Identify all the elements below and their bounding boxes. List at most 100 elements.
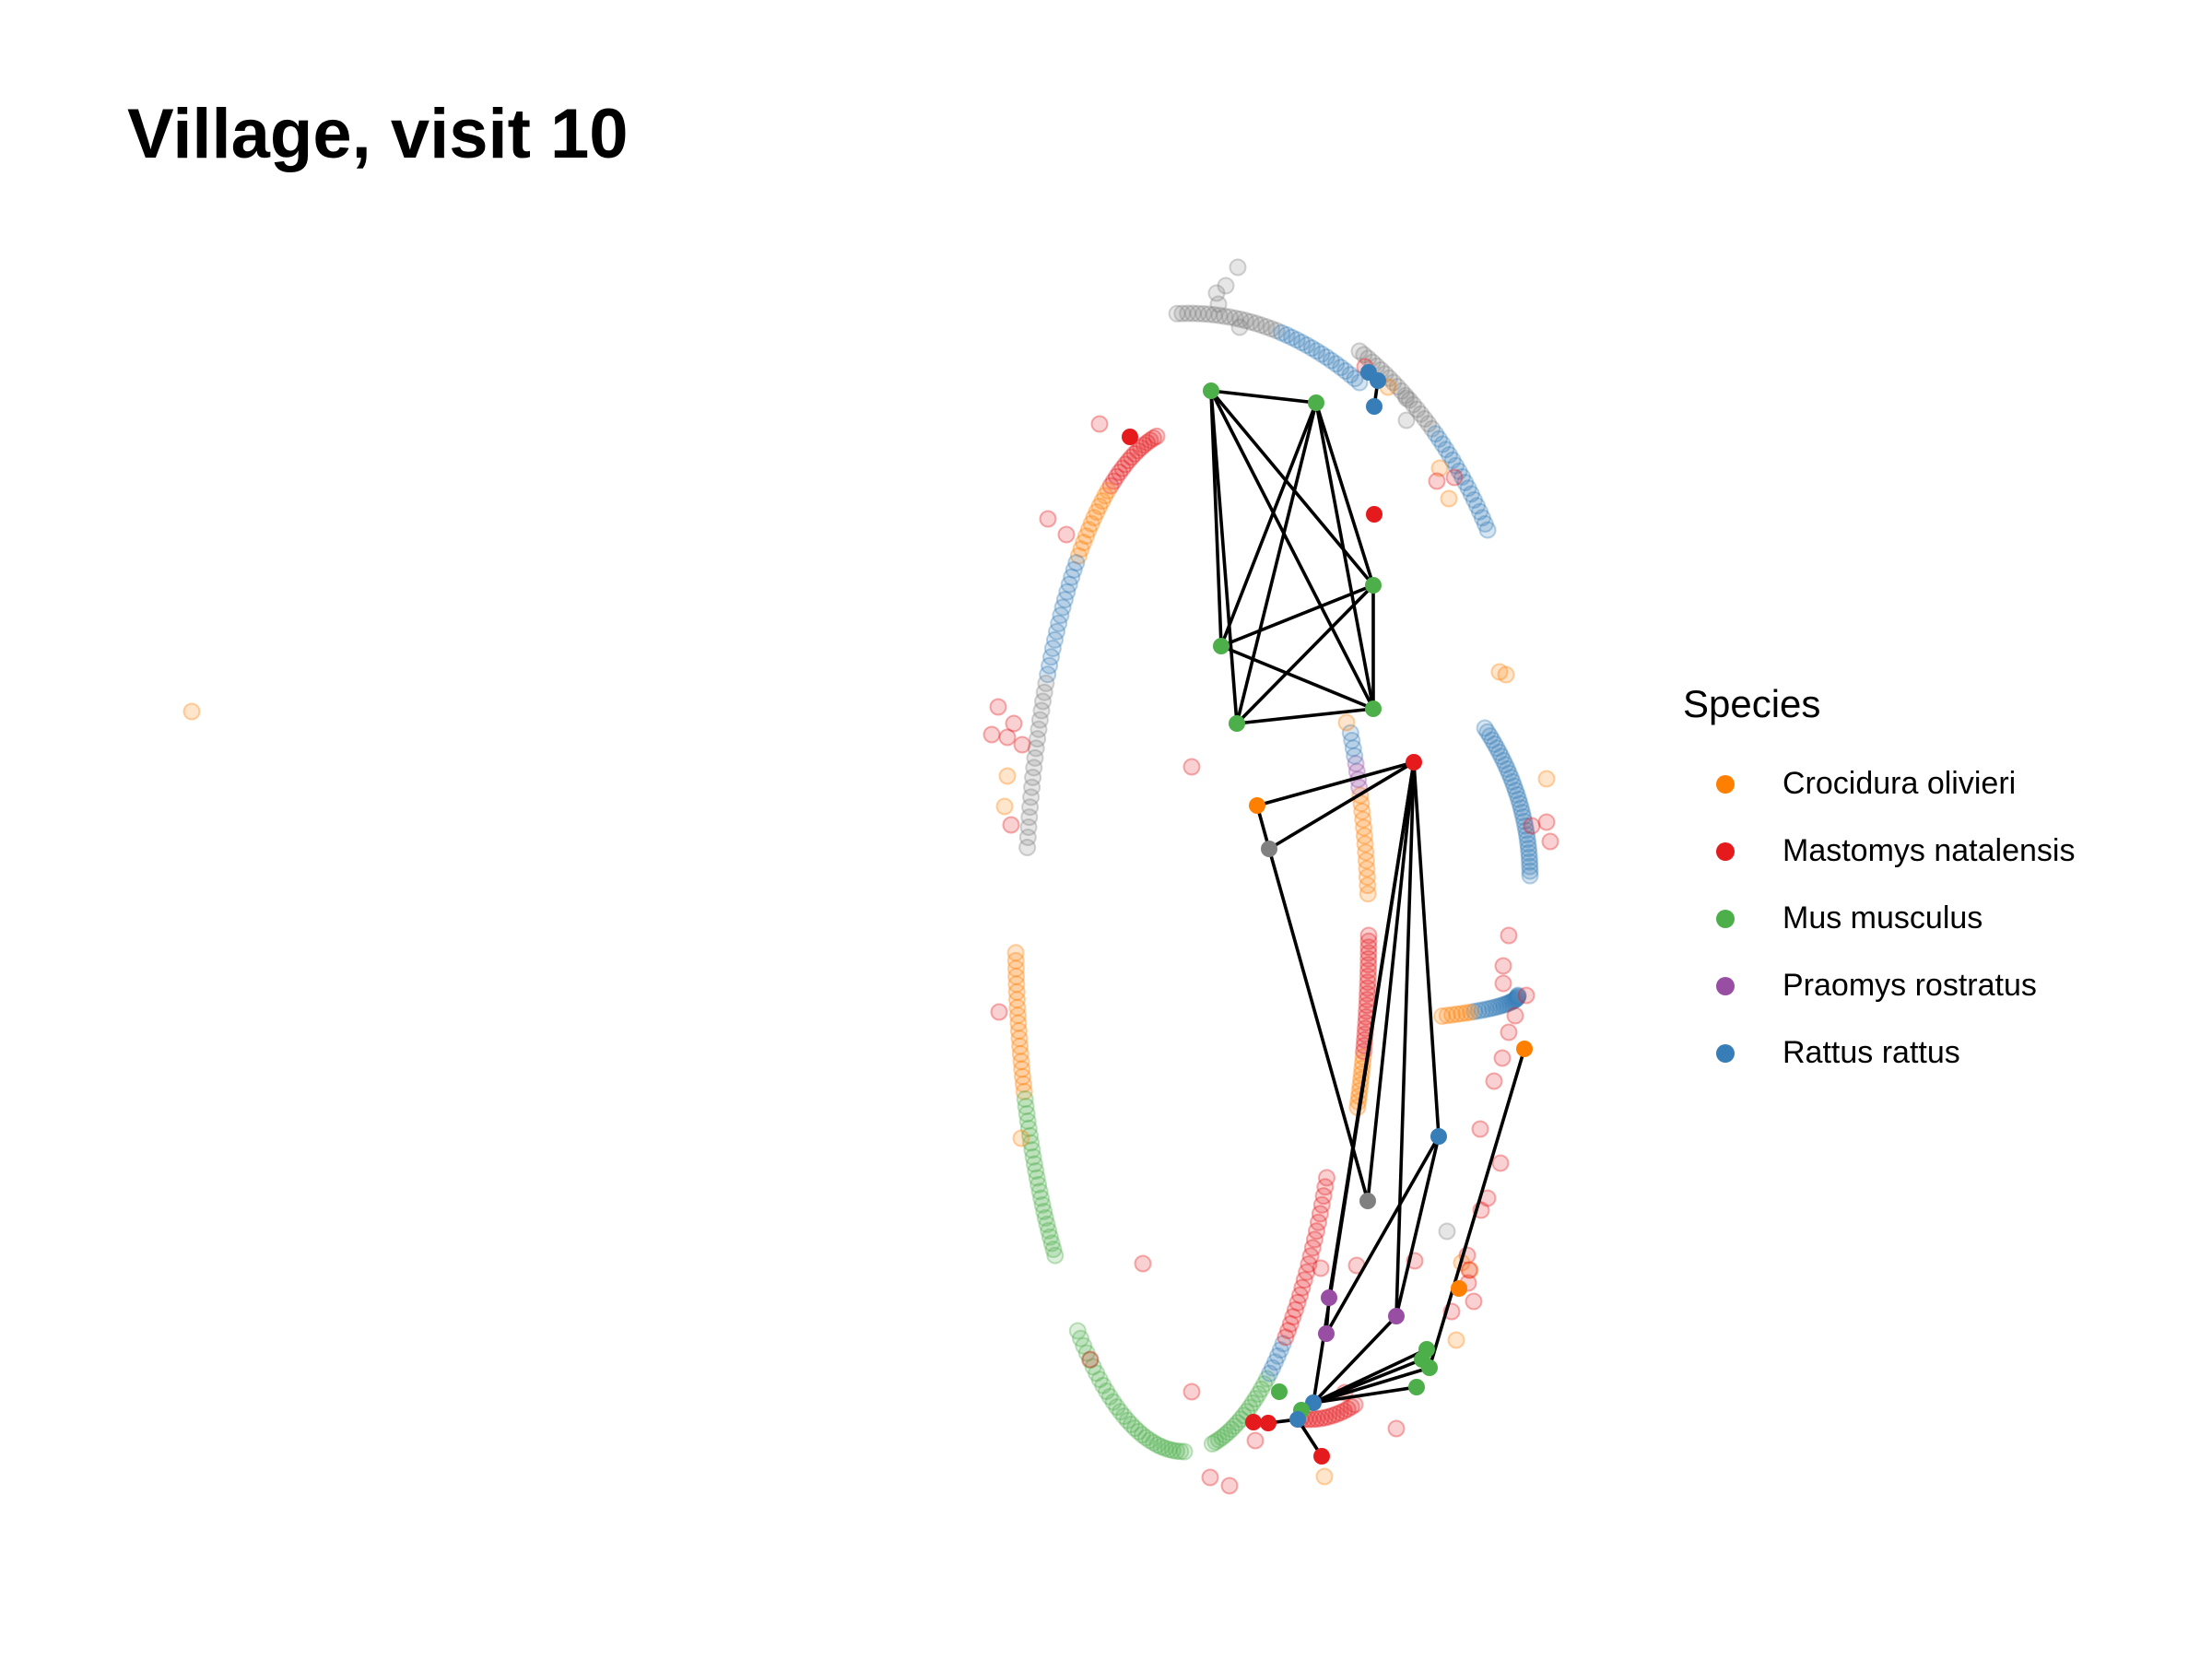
faded-observation-451 <box>1397 389 1416 407</box>
faded-observation-152 <box>1255 1375 1274 1394</box>
faded-observation-356 <box>1489 997 1508 1016</box>
faded-observation-13 <box>1107 467 1125 486</box>
legend-key-mastomys-natalensis <box>1716 841 1735 861</box>
faded-observation-19 <box>1090 497 1109 515</box>
faded-observation-124 <box>1137 1429 1155 1447</box>
edge-3 <box>1209 390 1239 724</box>
faded-observation-409 <box>1337 713 1356 732</box>
faded-observation-375 <box>1308 1410 1326 1428</box>
node-h <box>1366 506 1382 523</box>
faded-observation-291 <box>1433 435 1452 453</box>
faded-observation-265 <box>1332 359 1350 377</box>
faded-observation-315 <box>1494 751 1512 770</box>
faded-observation-445 <box>1217 276 1235 295</box>
faded-observation-168 <box>1295 1271 1313 1289</box>
faded-observation-179 <box>1316 1178 1335 1196</box>
faded-observation-40 <box>1042 648 1060 666</box>
edge-27 <box>1394 1135 1441 1317</box>
faded-observation-414 <box>1497 665 1515 684</box>
faded-observation-260 <box>1308 342 1326 360</box>
faded-observation-18 <box>1093 492 1112 511</box>
faded-observation-218 <box>1356 835 1374 853</box>
faded-observation-86 <box>1022 1134 1041 1152</box>
faded-observation-52 <box>1025 759 1043 777</box>
faded-observation-174 <box>1308 1222 1325 1241</box>
faded-observation-83 <box>1018 1112 1037 1130</box>
faded-observation-346 <box>1507 990 1525 1007</box>
faded-observation-94 <box>1032 1189 1051 1207</box>
faded-observation-116 <box>1108 1398 1126 1417</box>
faded-observation-298 <box>1456 474 1475 491</box>
faded-observation-425 <box>1500 1023 1518 1041</box>
faded-observation-306 <box>1478 521 1497 539</box>
faded-observation-327 <box>1513 804 1531 821</box>
faded-observation-109 <box>1084 1358 1102 1376</box>
faded-observation-403 <box>1220 1477 1239 1495</box>
faded-observation-378 <box>1320 1407 1338 1426</box>
node-p <box>1430 1128 1447 1145</box>
faded-observation-286 <box>1416 410 1434 428</box>
faded-observation-164 <box>1287 1300 1304 1319</box>
legend-label-mastomys-natalensis: Mastomys natalensis <box>1783 833 2076 868</box>
legend-item-mus-musculus: Mus musculus <box>1683 885 2075 952</box>
faded-observation-287 <box>1419 415 1438 433</box>
faded-observation-156 <box>1266 1353 1284 1371</box>
legend-item-crocidura-olivieri: Crocidura olivieri <box>1683 750 2075 818</box>
faded-observation-389 <box>1057 525 1076 544</box>
faded-observation-157 <box>1268 1347 1287 1365</box>
faded-observation-335 <box>1519 840 1537 857</box>
faded-observation-283 <box>1405 395 1422 414</box>
faded-observation-70 <box>1009 1014 1028 1032</box>
faded-observation-302 <box>1468 497 1486 515</box>
faded-observation-364 <box>1461 1003 1479 1021</box>
faded-observation-5 <box>1132 439 1150 457</box>
faded-observation-154 <box>1261 1364 1279 1382</box>
faded-observation-325 <box>1511 794 1529 813</box>
faded-observation-170 <box>1300 1255 1318 1274</box>
edge-7 <box>1235 402 1318 724</box>
faded-observation-111 <box>1090 1371 1109 1389</box>
faded-observation-248 <box>1247 314 1265 333</box>
faded-observation-413 <box>1440 489 1458 508</box>
edge-16 <box>1256 760 1415 807</box>
faded-observation-386 <box>182 702 201 721</box>
faded-observation-262 <box>1317 348 1335 366</box>
faded-observation-328 <box>1514 807 1533 826</box>
faded-observation-387 <box>1090 415 1109 433</box>
faded-observation-44 <box>1035 683 1053 701</box>
faded-observation-332 <box>1518 826 1535 844</box>
faded-observation-16 <box>1099 481 1117 500</box>
faded-observation-22 <box>1082 514 1100 533</box>
faded-observation-307 <box>1476 719 1494 737</box>
faded-observation-162 <box>1281 1314 1300 1333</box>
faded-observation-281 <box>1396 386 1415 405</box>
faded-observation-79 <box>1015 1082 1033 1100</box>
faded-observation-178 <box>1314 1187 1333 1206</box>
faded-observation-65 <box>1007 975 1026 994</box>
faded-observation-442 <box>1312 1259 1330 1277</box>
faded-observation-8 <box>1123 448 1141 466</box>
faded-observation-107 <box>1077 1344 1096 1362</box>
faded-observation-150 <box>1249 1385 1267 1403</box>
faded-observation-339 <box>1521 857 1539 876</box>
faded-observation-97 <box>1036 1208 1054 1227</box>
faded-observation-34 <box>1053 598 1072 617</box>
faded-observation-420 <box>1500 926 1518 945</box>
faded-observation-110 <box>1088 1364 1106 1382</box>
faded-observation-336 <box>1520 843 1538 862</box>
faded-observation-1 <box>1145 429 1162 447</box>
legend-item-praomys-rostratus: Praomys rostratus <box>1683 952 2075 1019</box>
faded-observation-285 <box>1412 405 1430 423</box>
faded-observation-338 <box>1521 853 1539 871</box>
faded-observation-128 <box>1152 1438 1171 1456</box>
node-s <box>1321 1289 1337 1306</box>
faded-observation-379 <box>1324 1406 1342 1425</box>
faded-observation-114 <box>1100 1387 1119 1406</box>
node-e <box>1229 715 1245 732</box>
faded-observation-251 <box>1263 320 1280 338</box>
faded-observation-330 <box>1516 817 1535 835</box>
faded-observation-9 <box>1119 452 1137 470</box>
faded-observation-74 <box>1011 1045 1030 1063</box>
faded-observation-63 <box>1006 959 1025 978</box>
faded-observation-340 <box>1521 862 1539 880</box>
